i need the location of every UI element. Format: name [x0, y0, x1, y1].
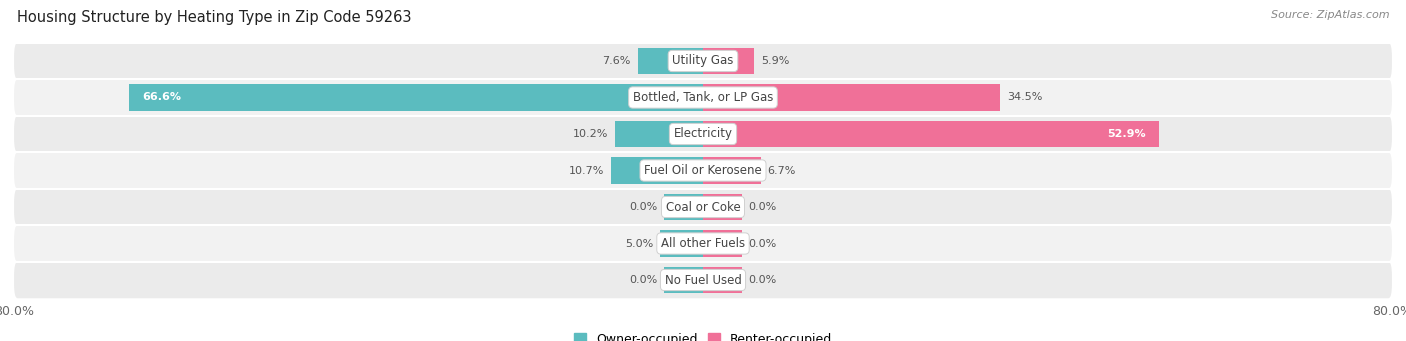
Text: 7.6%: 7.6%: [602, 56, 631, 66]
FancyBboxPatch shape: [14, 225, 1392, 262]
Bar: [616, 121, 703, 147]
Text: 10.2%: 10.2%: [572, 129, 609, 139]
FancyBboxPatch shape: [14, 43, 1392, 79]
Text: 34.5%: 34.5%: [1007, 92, 1042, 103]
Text: 0.0%: 0.0%: [748, 275, 778, 285]
Text: 52.9%: 52.9%: [1107, 129, 1146, 139]
Text: 5.9%: 5.9%: [761, 56, 789, 66]
Text: Fuel Oil or Kerosene: Fuel Oil or Kerosene: [644, 164, 762, 177]
Text: 5.0%: 5.0%: [624, 238, 652, 249]
Bar: [610, 157, 703, 184]
Text: Source: ZipAtlas.com: Source: ZipAtlas.com: [1271, 10, 1389, 20]
Bar: [664, 267, 703, 293]
Legend: Owner-occupied, Renter-occupied: Owner-occupied, Renter-occupied: [568, 328, 838, 341]
FancyBboxPatch shape: [14, 116, 1392, 152]
Bar: [129, 84, 703, 110]
Bar: [637, 48, 703, 74]
Text: 0.0%: 0.0%: [748, 202, 778, 212]
Bar: [659, 231, 703, 257]
Bar: [703, 231, 742, 257]
FancyBboxPatch shape: [14, 152, 1392, 189]
Bar: [703, 121, 1159, 147]
Text: No Fuel Used: No Fuel Used: [665, 273, 741, 286]
Text: 6.7%: 6.7%: [768, 165, 796, 176]
Text: 10.7%: 10.7%: [568, 165, 605, 176]
Text: 0.0%: 0.0%: [628, 275, 658, 285]
Bar: [703, 267, 742, 293]
Text: 0.0%: 0.0%: [628, 202, 658, 212]
Text: Electricity: Electricity: [673, 128, 733, 140]
Bar: [703, 194, 742, 220]
Text: 0.0%: 0.0%: [748, 238, 778, 249]
FancyBboxPatch shape: [14, 79, 1392, 116]
Text: Housing Structure by Heating Type in Zip Code 59263: Housing Structure by Heating Type in Zip…: [17, 10, 412, 25]
Bar: [664, 194, 703, 220]
Bar: [703, 157, 761, 184]
Text: Coal or Coke: Coal or Coke: [665, 201, 741, 213]
Bar: [703, 84, 1000, 110]
Text: Bottled, Tank, or LP Gas: Bottled, Tank, or LP Gas: [633, 91, 773, 104]
FancyBboxPatch shape: [14, 262, 1392, 298]
Text: Utility Gas: Utility Gas: [672, 55, 734, 68]
Bar: [703, 48, 754, 74]
Text: 66.6%: 66.6%: [142, 92, 181, 103]
FancyBboxPatch shape: [14, 189, 1392, 225]
Text: All other Fuels: All other Fuels: [661, 237, 745, 250]
